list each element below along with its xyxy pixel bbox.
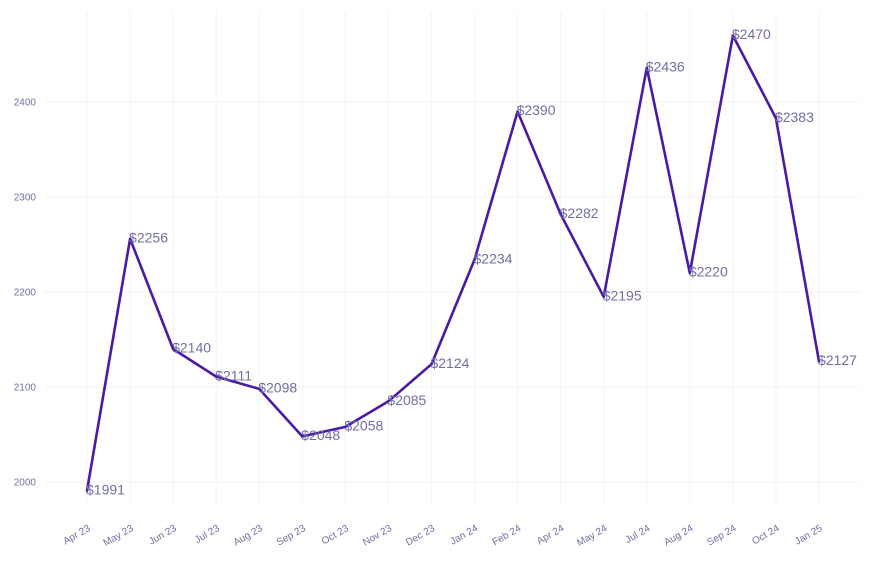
data-label: $2127	[818, 352, 857, 368]
y-tick-label: 2200	[14, 288, 37, 299]
data-label: $2390	[517, 102, 556, 118]
data-label: $2436	[646, 59, 685, 75]
grid	[44, 12, 860, 505]
x-tick-label: Aug 24	[662, 523, 695, 549]
y-tick-label: 2100	[14, 383, 37, 394]
data-label: $2124	[430, 355, 469, 371]
data-label: $2256	[129, 230, 168, 246]
data-label: $2195	[603, 287, 642, 303]
series	[85, 34, 821, 492]
y-axis-ticks: 2000 2100 2200 2300 2400	[14, 98, 37, 489]
x-tick-label: Aug 23	[232, 523, 265, 549]
x-tick-label: Jul 23	[193, 523, 222, 546]
y-tick-label: 2400	[14, 98, 37, 109]
x-tick-label: Sep 24	[705, 523, 738, 549]
data-label: $2220	[689, 264, 728, 280]
x-tick-label: Jun 23	[147, 523, 179, 548]
data-label: $1991	[86, 481, 125, 497]
data-label: $2111	[215, 367, 252, 383]
x-tick-label: May 24	[575, 523, 609, 549]
x-tick-label: Dec 23	[404, 523, 437, 549]
x-tick-label: Jul 24	[624, 523, 653, 546]
x-tick-label: Oct 24	[750, 523, 781, 547]
data-label: $2058	[344, 418, 383, 434]
x-tick-label: Apr 23	[61, 523, 92, 547]
y-tick-label: 2000	[14, 478, 37, 489]
x-tick-label: Jan 25	[793, 523, 825, 548]
x-tick-label: May 23	[102, 523, 136, 549]
data-label: $2282	[560, 205, 599, 221]
data-label: $2140	[172, 340, 211, 356]
y-tick-label: 2300	[14, 193, 37, 204]
data-label: $2085	[387, 392, 426, 408]
x-tick-label: Apr 24	[535, 523, 566, 547]
x-tick-label: Sep 23	[275, 523, 308, 549]
data-label: $2470	[732, 26, 771, 42]
x-tick-label: Nov 23	[361, 523, 394, 549]
series-line	[85, 34, 821, 492]
x-tick-label: Jan 24	[449, 523, 481, 548]
data-labels: $1991 $2256 $2140$2111 $2098 $2048$2058$2085…	[86, 26, 857, 497]
data-label: $2234	[474, 250, 513, 266]
x-tick-label: Oct 23	[320, 523, 351, 547]
data-label: $2383	[775, 109, 814, 125]
data-label: $2048	[301, 427, 340, 443]
x-axis-ticks: Apr 23 May 23 Jun 23 Jul 23 Aug 23 Sep 23 Oct …	[61, 523, 824, 549]
x-tick-label: Feb 24	[491, 523, 524, 548]
data-label: $2098	[258, 380, 297, 396]
